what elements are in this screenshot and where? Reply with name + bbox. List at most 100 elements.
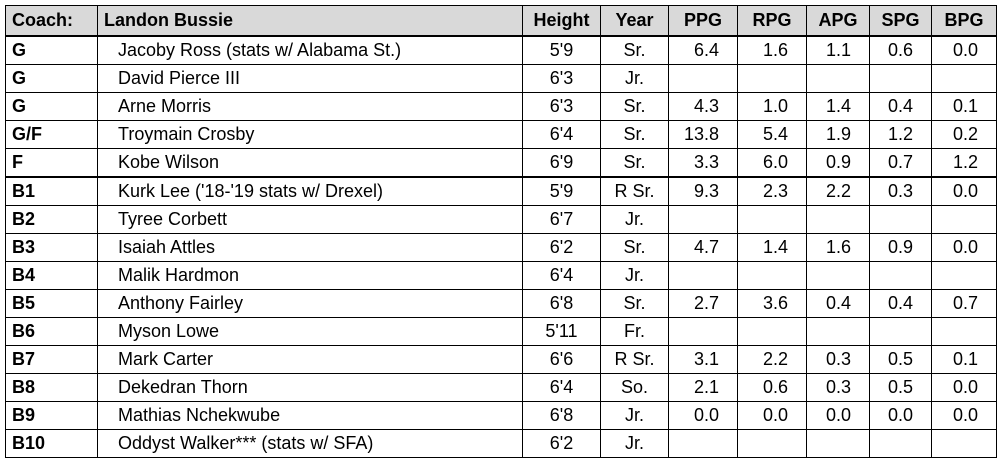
stat-empty	[668, 205, 738, 234]
stat: 1.2	[869, 120, 932, 149]
player-name: Kobe Wilson	[97, 148, 523, 178]
position: B4	[5, 261, 98, 290]
height: 6'9	[522, 148, 601, 178]
player-name: Mark Carter	[97, 345, 523, 374]
stat: 0.0	[931, 401, 997, 430]
stat: 0.0	[931, 35, 997, 65]
stat-empty	[931, 205, 997, 234]
stat: 1.9	[806, 120, 870, 149]
column-header: PPG	[668, 5, 738, 37]
coach-label: Coach:	[5, 5, 98, 37]
stat-empty	[737, 205, 807, 234]
year: Fr.	[600, 317, 669, 346]
position: F	[5, 148, 98, 178]
player-row: G Arne Morris 6'3 Sr. 4.3 1.0 1.4 0.4 0.1	[5, 92, 997, 121]
player-name: Dekedran Thorn	[97, 373, 523, 402]
height: 6'4	[522, 373, 601, 402]
year: R Sr.	[600, 345, 669, 374]
stat-empty	[737, 429, 807, 458]
position: G	[5, 35, 98, 65]
stat: 13.8	[668, 120, 738, 149]
player-name: Troymain Crosby	[97, 120, 523, 149]
player-name: Mathias Nchekwube	[97, 401, 523, 430]
column-header: Year	[600, 5, 669, 37]
column-header: BPG	[931, 5, 997, 37]
player-name: Anthony Fairley	[97, 289, 523, 318]
year: Sr.	[600, 289, 669, 318]
year: R Sr.	[600, 176, 669, 206]
stat: 0.2	[931, 120, 997, 149]
player-row: B6 Myson Lowe 5'11 Fr.	[5, 317, 997, 346]
player-name: Tyree Corbett	[97, 205, 523, 234]
player-row: G/F Troymain Crosby 6'4 Sr. 13.8 5.4 1.9 1.2 0.2	[5, 120, 997, 149]
stat: 2.3	[737, 176, 807, 206]
stat: 4.7	[668, 233, 738, 262]
position: G/F	[5, 120, 98, 149]
height: 5'9	[522, 35, 601, 65]
stat-empty	[806, 429, 870, 458]
stat: 3.6	[737, 289, 807, 318]
roster-table: Coach: Landon Bussie Height Year PPG RPG APG…	[5, 5, 997, 458]
column-header: Height	[522, 5, 601, 37]
stat: 0.0	[931, 176, 997, 206]
player-name: Isaiah Attles	[97, 233, 523, 262]
position: G	[5, 92, 98, 121]
height: 5'11	[522, 317, 601, 346]
stat: 2.2	[737, 345, 807, 374]
position: G	[5, 64, 98, 93]
year: Jr.	[600, 401, 669, 430]
height: 6'4	[522, 120, 601, 149]
player-row: B7 Mark Carter 6'6 R Sr. 3.1 2.2 0.3 0.5 0.1	[5, 345, 997, 374]
stat: 0.4	[806, 289, 870, 318]
stat: 0.3	[806, 345, 870, 374]
stat: 0.6	[869, 35, 932, 65]
stat: 0.0	[869, 401, 932, 430]
position: B10	[5, 429, 98, 458]
stat: 0.3	[806, 373, 870, 402]
player-name: Malik Hardmon	[97, 261, 523, 290]
stat: 6.4	[668, 35, 738, 65]
position: B9	[5, 401, 98, 430]
player-row: B10 Oddyst Walker*** (stats w/ SFA) 6'2 Jr.	[5, 429, 997, 458]
stat-empty	[931, 429, 997, 458]
stat: 0.0	[931, 373, 997, 402]
position: B1	[5, 176, 98, 206]
year: Jr.	[600, 205, 669, 234]
year: Sr.	[600, 92, 669, 121]
stat-empty	[806, 64, 870, 93]
stat: 0.7	[869, 148, 932, 178]
stat: 0.4	[869, 289, 932, 318]
position: B7	[5, 345, 98, 374]
player-row: B5 Anthony Fairley 6'8 Sr. 2.7 3.6 0.4 0.4 0.7	[5, 289, 997, 318]
stat-empty	[869, 205, 932, 234]
player-row: B8 Dekedran Thorn 6'4 So. 2.1 0.6 0.3 0.5 0.0	[5, 373, 997, 402]
player-row: B3 Isaiah Attles 6'2 Sr. 4.7 1.4 1.6 0.9 0.0	[5, 233, 997, 262]
position: B8	[5, 373, 98, 402]
player-row: B9 Mathias Nchekwube 6'8 Jr. 0.0 0.0 0.0 0.0 0.0	[5, 401, 997, 430]
stat: 3.3	[668, 148, 738, 178]
stat: 1.4	[737, 233, 807, 262]
stat: 0.4	[869, 92, 932, 121]
column-header: RPG	[737, 5, 807, 37]
stat-empty	[668, 64, 738, 93]
year: Jr.	[600, 64, 669, 93]
stat-empty	[869, 64, 932, 93]
height: 6'7	[522, 205, 601, 234]
stat: 2.1	[668, 373, 738, 402]
player-row: B4 Malik Hardmon 6'4 Jr.	[5, 261, 997, 290]
stat: 0.0	[806, 401, 870, 430]
stat-empty	[931, 261, 997, 290]
height: 6'2	[522, 429, 601, 458]
stat: 1.6	[737, 35, 807, 65]
player-name: Myson Lowe	[97, 317, 523, 346]
height: 6'8	[522, 401, 601, 430]
stat-empty	[806, 205, 870, 234]
year: Sr.	[600, 35, 669, 65]
stat: 4.3	[668, 92, 738, 121]
stat-empty	[737, 64, 807, 93]
year: Jr.	[600, 429, 669, 458]
player-name: Oddyst Walker*** (stats w/ SFA)	[97, 429, 523, 458]
stat: 0.1	[931, 345, 997, 374]
stat: 1.1	[806, 35, 870, 65]
